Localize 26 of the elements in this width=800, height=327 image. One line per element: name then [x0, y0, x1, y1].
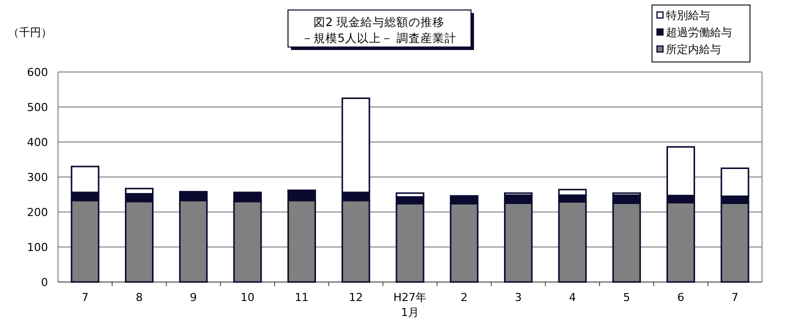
y-tick-label: 500 — [27, 101, 48, 114]
x-tick-label: 9 — [190, 291, 197, 304]
y-tick-label: 200 — [27, 206, 48, 219]
x-tick-label: 12 — [348, 291, 363, 304]
y-tick-label: 0 — [41, 276, 48, 289]
legend-label: 所定内給与 — [666, 43, 721, 56]
legend-label: 超過労働給与 — [666, 26, 732, 39]
y-tick-label: 400 — [27, 136, 48, 149]
y-axis-title: （千円） — [8, 26, 52, 39]
y-tick-label: 300 — [27, 171, 48, 184]
x-tick-label: 3 — [514, 291, 522, 304]
x-tick-label: 2 — [460, 291, 468, 304]
x-tick-label: 7 — [731, 291, 738, 304]
x-tick-label: 8 — [136, 291, 143, 304]
chart-title: 図2 現金給与総額の推移 — [314, 15, 444, 29]
x-tick-label: 10 — [240, 291, 255, 304]
chart-subtitle: －規模5人以上－ 調査産業計 — [302, 31, 456, 45]
x-tick-label: 4 — [568, 291, 576, 304]
x-tick-label: 11 — [294, 291, 309, 304]
y-tick-label: 100 — [27, 241, 48, 254]
y-tick-label: 600 — [27, 66, 48, 79]
x-tick-label: 7 — [82, 291, 89, 304]
legend-label: 特別給与 — [666, 9, 710, 22]
x-tick-label: 5 — [623, 291, 630, 304]
x-tick-label: H27年 1月 — [393, 291, 427, 319]
x-tick-label: 6 — [677, 291, 684, 304]
